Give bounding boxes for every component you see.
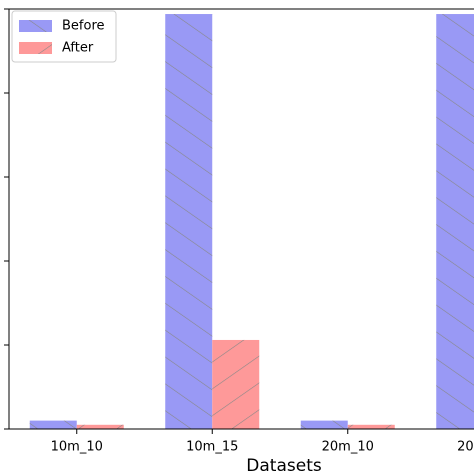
x-tick-label: 20m_10 [322, 440, 374, 455]
x-axis-title: Datasets [246, 456, 322, 474]
bar-hatch [212, 339, 260, 429]
bar-hatch [76, 424, 124, 429]
bar-hatch [29, 420, 77, 429]
x-tick-label: 20m_15 [457, 440, 474, 455]
legend-label: Before [62, 19, 105, 34]
bar-hatch [300, 420, 348, 429]
x-tick-label: 10m_15 [186, 440, 238, 455]
legend-swatch-hatch [19, 42, 52, 54]
bar-hatch [165, 14, 213, 429]
legend-swatch-hatch [19, 20, 52, 32]
x-tick-label: 10m_10 [51, 440, 103, 455]
bar-hatch [347, 424, 395, 429]
bar-hatch [436, 14, 474, 429]
legend-label: After [62, 41, 94, 56]
